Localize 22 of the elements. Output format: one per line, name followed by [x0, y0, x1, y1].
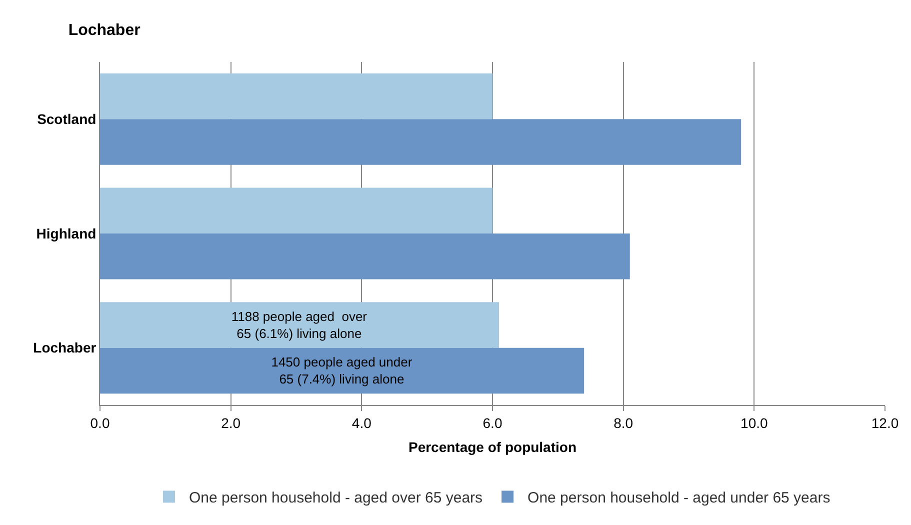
y-tick-label: Lochaber [33, 340, 97, 356]
chart-title: Lochaber [68, 22, 140, 39]
bar [100, 348, 584, 394]
legend-label: One person household - aged over 65 years [189, 490, 483, 507]
data-label: 1450 people aged under 65 (7.4%) living alone [271, 354, 413, 387]
x-tick-label: 0.0 [90, 414, 110, 431]
x-tick-label: 6.0 [482, 414, 502, 431]
x-tick-label: 8.0 [614, 414, 634, 431]
data-label: 1188 people aged over 65 (6.1%) living alone [231, 309, 368, 341]
x-tick-label: 4.0 [352, 414, 372, 431]
bar [100, 188, 492, 234]
y-tick-label: Highland [36, 225, 96, 242]
bar [100, 302, 500, 348]
legend-label: One person household - aged under 65 years [528, 490, 830, 507]
x-axis-title: Percentage of population [408, 439, 577, 456]
x-tick-label: 12.0 [871, 414, 899, 431]
x-tick-label: 2.0 [221, 414, 241, 431]
y-tick-label: Scotland [37, 111, 96, 128]
x-tick-label: 10.0 [740, 414, 768, 431]
bar [100, 119, 742, 165]
bar [100, 234, 630, 280]
bar [100, 73, 492, 120]
